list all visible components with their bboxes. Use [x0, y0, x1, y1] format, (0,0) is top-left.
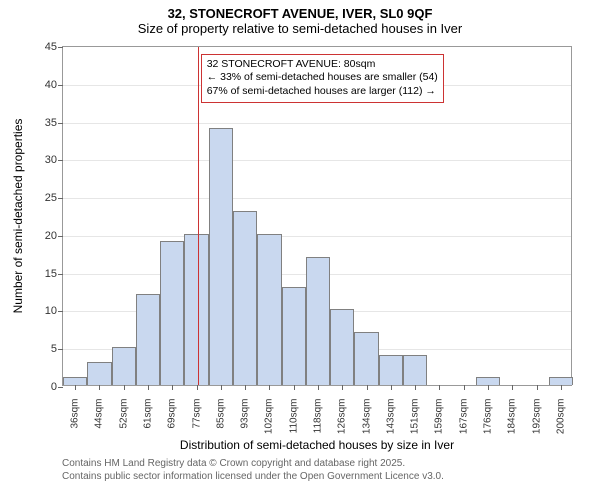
gridline-h	[63, 198, 571, 199]
histogram-bar	[476, 377, 500, 385]
y-tick-mark	[58, 236, 63, 237]
x-tick-mark	[75, 385, 76, 390]
y-tick-label: 30	[45, 154, 57, 166]
x-tick-label: 134sqm	[361, 399, 372, 435]
x-tick-label: 93sqm	[240, 399, 251, 429]
y-tick-mark	[58, 198, 63, 199]
annotation-header: 32 STONECROFT AVENUE: 80sqm	[207, 58, 438, 72]
chart-container: 32, STONECROFT AVENUE, IVER, SL0 9QF Siz…	[0, 0, 600, 500]
histogram-bar	[257, 234, 281, 385]
x-tick-label: 44sqm	[94, 399, 105, 429]
y-tick-label: 0	[51, 381, 57, 393]
histogram-bar	[160, 241, 184, 385]
chart-title: 32, STONECROFT AVENUE, IVER, SL0 9QF	[0, 0, 600, 21]
y-tick-mark	[58, 349, 63, 350]
y-tick-mark	[58, 85, 63, 86]
y-tick-mark	[58, 123, 63, 124]
x-tick-label: 184sqm	[507, 399, 518, 435]
y-tick-label: 45	[45, 41, 57, 53]
x-tick-mark	[148, 385, 149, 390]
x-tick-mark	[172, 385, 173, 390]
histogram-bar	[63, 377, 87, 385]
y-tick-label: 40	[45, 79, 57, 91]
x-tick-label: 151sqm	[410, 399, 421, 435]
histogram-bar	[403, 355, 427, 385]
y-tick-label: 25	[45, 192, 57, 204]
y-tick-label: 15	[45, 268, 57, 280]
histogram-bar	[87, 362, 111, 385]
x-tick-mark	[488, 385, 489, 390]
footer-line-2: Contains public sector information licen…	[62, 471, 444, 482]
y-tick-mark	[58, 160, 63, 161]
y-tick-mark	[58, 311, 63, 312]
chart-subtitle: Size of property relative to semi-detach…	[0, 21, 600, 40]
plot-region: 05101520253035404536sqm44sqm52sqm61sqm69…	[62, 46, 572, 386]
gridline-h	[63, 160, 571, 161]
x-tick-mark	[439, 385, 440, 390]
y-axis-label: Number of semi-detached properties	[11, 119, 25, 314]
x-tick-label: 61sqm	[143, 399, 154, 429]
histogram-bar	[330, 309, 354, 385]
x-tick-label: 118sqm	[313, 399, 324, 434]
histogram-bar	[136, 294, 160, 385]
y-tick-label: 5	[51, 343, 57, 355]
annotation-line: 67% of semi-detached houses are larger (…	[207, 85, 438, 99]
x-tick-label: 85sqm	[215, 399, 226, 429]
histogram-bar	[282, 287, 306, 385]
x-tick-mark	[124, 385, 125, 390]
x-tick-mark	[464, 385, 465, 390]
x-tick-label: 192sqm	[531, 399, 542, 435]
x-tick-label: 110sqm	[288, 399, 299, 434]
histogram-bar	[209, 128, 233, 385]
x-tick-label: 200sqm	[555, 399, 566, 435]
x-tick-label: 143sqm	[385, 399, 396, 435]
x-tick-label: 52sqm	[118, 399, 129, 429]
histogram-bar	[354, 332, 378, 385]
x-tick-mark	[512, 385, 513, 390]
x-tick-mark	[245, 385, 246, 390]
x-tick-mark	[99, 385, 100, 390]
histogram-bar	[184, 234, 208, 385]
gridline-h	[63, 236, 571, 237]
x-tick-mark	[415, 385, 416, 390]
x-tick-mark	[561, 385, 562, 390]
x-tick-mark	[342, 385, 343, 390]
reference-line	[198, 47, 199, 385]
histogram-bar	[379, 355, 403, 385]
x-tick-mark	[367, 385, 368, 390]
x-tick-label: 69sqm	[167, 399, 178, 429]
y-tick-label: 10	[45, 305, 57, 317]
annotation-box: 32 STONECROFT AVENUE: 80sqm← 33% of semi…	[201, 54, 444, 103]
x-tick-label: 36sqm	[70, 399, 81, 429]
y-tick-mark	[58, 274, 63, 275]
annotation-line: ← 33% of semi-detached houses are smalle…	[207, 71, 438, 85]
x-tick-mark	[537, 385, 538, 390]
histogram-bar	[306, 257, 330, 385]
x-tick-label: 126sqm	[337, 399, 348, 435]
x-tick-mark	[221, 385, 222, 390]
x-tick-label: 176sqm	[483, 399, 494, 435]
x-tick-mark	[318, 385, 319, 390]
y-tick-mark	[58, 47, 63, 48]
x-tick-label: 159sqm	[434, 399, 445, 435]
footer-line-1: Contains HM Land Registry data © Crown c…	[62, 458, 405, 469]
histogram-bar	[549, 377, 573, 385]
x-axis-label: Distribution of semi-detached houses by …	[180, 438, 454, 452]
x-tick-mark	[294, 385, 295, 390]
x-tick-mark	[269, 385, 270, 390]
x-tick-label: 167sqm	[458, 399, 469, 435]
y-tick-label: 35	[45, 117, 57, 129]
histogram-bar	[112, 347, 136, 385]
gridline-h	[63, 123, 571, 124]
x-tick-label: 102sqm	[264, 399, 275, 435]
x-tick-label: 77sqm	[191, 399, 202, 429]
x-tick-mark	[391, 385, 392, 390]
histogram-bar	[233, 211, 257, 385]
y-tick-mark	[58, 387, 63, 388]
y-tick-label: 20	[45, 230, 57, 242]
x-tick-mark	[197, 385, 198, 390]
